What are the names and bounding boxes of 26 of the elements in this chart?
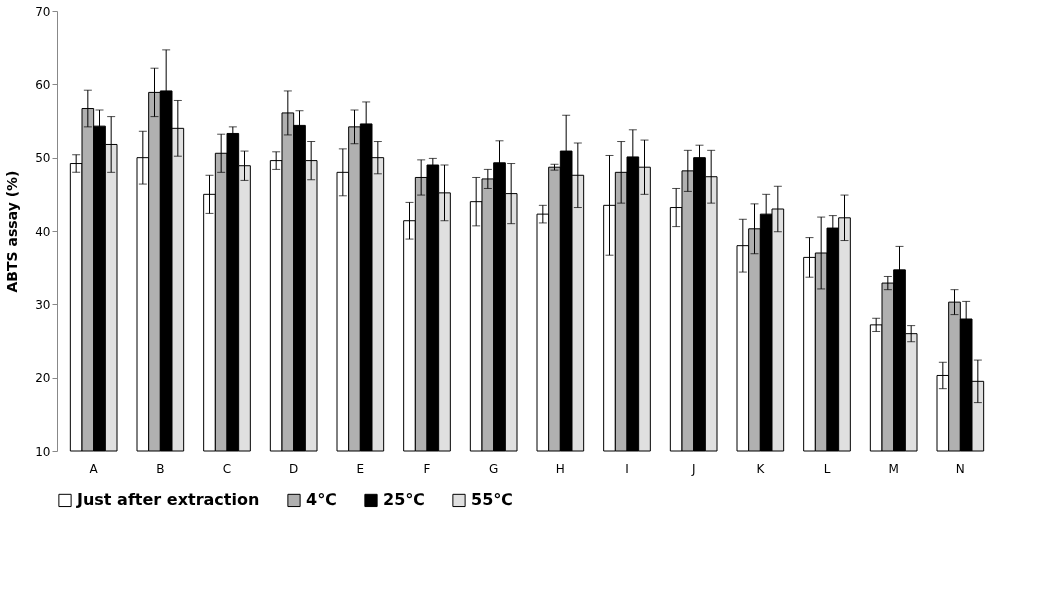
x-tick-label: A (89, 461, 99, 476)
x-tick-label: M (888, 461, 899, 476)
x-tick-label: H (555, 461, 565, 476)
y-axis-title: ABTS assay (%) (4, 170, 21, 293)
x-tick-label: D (289, 461, 299, 476)
legend-label: Just after extraction (76, 490, 260, 510)
x-tick-label: F (423, 461, 431, 476)
x-tick-label: E (356, 461, 365, 476)
legend-label: 25℃ (383, 490, 425, 510)
y-tick-label: 10 (35, 444, 51, 459)
legend-label: 4℃ (306, 490, 337, 510)
legend-label: 55℃ (471, 490, 513, 510)
y-tick-label: 40 (35, 224, 51, 239)
y-tick-label: 20 (35, 371, 51, 386)
y-tick-label: 60 (35, 77, 51, 92)
x-tick-label: B (156, 461, 165, 476)
x-tick-label: K (756, 461, 766, 476)
y-tick-label: 70 (35, 4, 51, 19)
x-tick-label: J (690, 461, 696, 476)
x-tick-label: G (489, 461, 499, 476)
y-tick-label: 50 (35, 151, 51, 166)
x-tick-label: I (625, 461, 629, 476)
y-tick-label: 30 (35, 297, 51, 312)
x-tick-label: C (222, 461, 232, 476)
x-tick-label: N (955, 461, 965, 476)
x-tick-label: L (823, 461, 831, 476)
